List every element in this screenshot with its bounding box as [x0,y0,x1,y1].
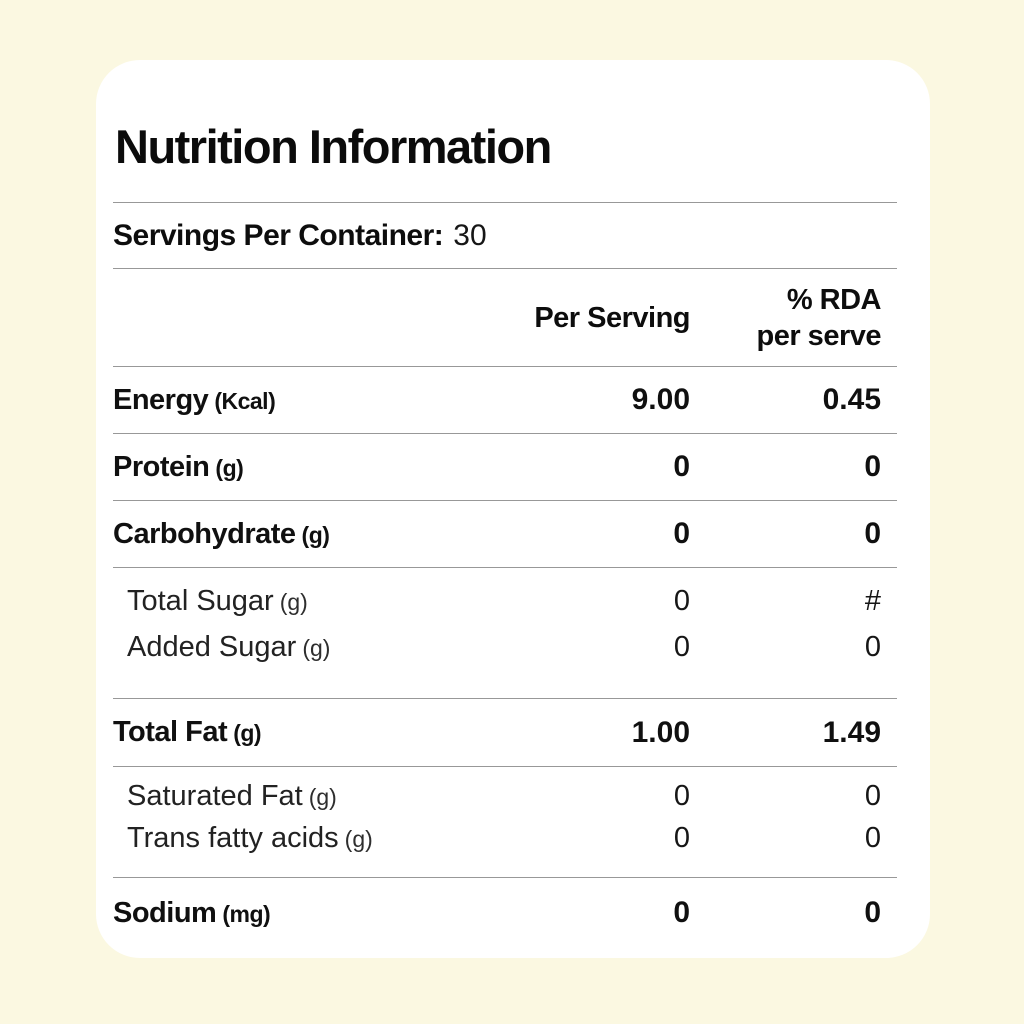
table-row-carbohydrate: Carbohydrate (g) 0 0 [113,500,897,567]
nutrient-name: Protein [113,450,210,483]
rda-value: 0.45 [822,383,881,416]
table-row-trans-fatty-acids: Trans fatty acids (g) 0 0 [113,817,897,859]
servings-per-container-row: Servings Per Container: 30 [113,202,897,268]
table-row-energy: Energy (Kcal) 9.00 0.45 [113,366,897,433]
nutrient-unit: (g) [308,783,337,810]
header-per-serving: Per Serving [534,301,690,334]
header-rda-line2: per serve [756,319,882,352]
nutrient-name: Trans fatty acids [127,821,339,854]
table-row-total-sugar: Total Sugar (g) 0 # [113,578,897,624]
nutrient-label: Protein (g) [113,451,500,484]
nutrient-label: Total Fat (g) [113,716,500,749]
nutrient-name: Total Fat [113,716,228,748]
nutrient-label: Carbohydrate (g) [113,518,500,551]
nutrient-name: Total Sugar [127,584,274,617]
nutrient-label: Total Sugar (g) [113,585,500,618]
nutrient-unit: (g) [279,588,308,615]
nutrient-unit: (g) [233,720,262,746]
rda-value: 0 [864,779,881,812]
nutrition-card: Nutrition Information Servings Per Conta… [96,60,930,958]
per-serving-value: 0 [673,896,690,929]
per-serving-value: 0 [673,517,690,550]
nutrient-unit: (g) [344,825,373,852]
table-row-sodium: Sodium (mg) 0 0 [113,877,897,948]
rda-value: 0 [864,450,881,483]
servings-value: 30 [453,218,487,252]
nutrient-label: Saturated Fat (g) [113,780,500,813]
rda-value: 0 [864,517,881,550]
servings-label: Servings Per Container: [113,218,444,252]
table-row-added-sugar: Added Sugar (g) 0 0 [113,624,897,670]
table-row-protein: Protein (g) 0 0 [113,433,897,500]
table-header-row: Per Serving % RDA per serve [113,268,897,366]
page-title: Nutrition Information [115,120,552,173]
nutrient-name: Saturated Fat [127,779,303,812]
nutrient-unit: (g) [302,634,331,661]
nutrient-unit: (g) [215,454,244,481]
header-rda: % RDA per serve [690,282,897,354]
rda-value: 0 [864,896,881,929]
sugar-subgroup: Total Sugar (g) 0 # Added Sugar (g) 0 0 [113,567,897,698]
nutrient-unit: (g) [301,521,330,548]
nutrient-name: Energy [113,383,209,416]
per-serving-value: 0 [673,584,690,617]
nutrient-name: Carbohydrate [113,517,296,550]
fat-subgroup: Saturated Fat (g) 0 0 Trans fatty acids (g… [113,766,897,877]
nutrient-label: Energy (Kcal) [113,384,500,417]
nutrient-label: Trans fatty acids (g) [113,822,500,855]
header-rda-line1: % RDA [786,283,882,316]
nutrient-unit: (Kcal) [214,387,276,414]
table-row-total-fat: Total Fat (g) 1.00 1.49 [113,698,897,766]
rda-value: 0 [864,630,881,663]
per-serving-value: 0 [673,821,690,854]
per-serving-value: 1.00 [631,715,690,749]
nutrient-unit: (mg) [222,900,271,927]
per-serving-value: 0 [673,779,690,812]
rda-value: # [864,584,881,617]
nutrient-label: Added Sugar (g) [113,631,500,664]
nutrient-name: Added Sugar [127,630,297,663]
rda-value: 0 [864,821,881,854]
nutrient-label: Sodium (mg) [113,897,500,930]
table-row-saturated-fat: Saturated Fat (g) 0 0 [113,775,897,817]
per-serving-value: 9.00 [631,383,690,416]
rda-value: 1.49 [822,715,881,749]
per-serving-value: 0 [673,450,690,483]
nutrient-name: Sodium [113,896,217,929]
per-serving-value: 0 [673,630,690,663]
